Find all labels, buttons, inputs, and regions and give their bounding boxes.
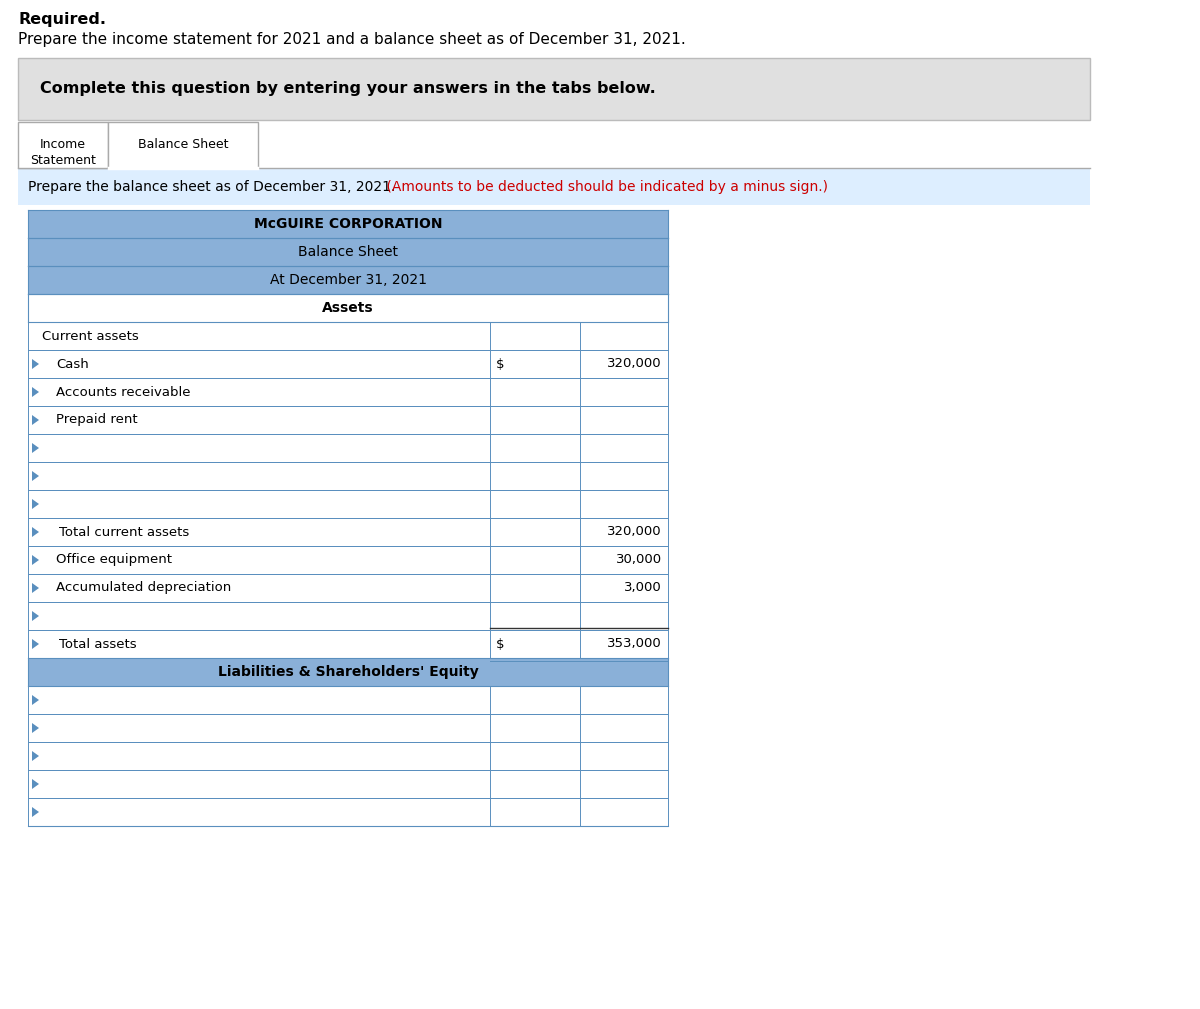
Bar (28, 490, 668, 518)
Polygon shape (32, 695, 38, 705)
Polygon shape (32, 443, 38, 453)
Bar (28, 322, 668, 350)
Bar (18, 122, 108, 169)
Bar (28, 686, 668, 714)
Text: Current assets: Current assets (42, 330, 139, 342)
Bar (28, 658, 668, 686)
Bar (28, 238, 668, 266)
Polygon shape (32, 471, 38, 481)
Polygon shape (32, 639, 38, 649)
Bar (28, 350, 668, 378)
Bar (28, 294, 668, 322)
Polygon shape (32, 555, 38, 565)
Bar (28, 574, 668, 602)
Text: Balance Sheet: Balance Sheet (138, 138, 228, 151)
Polygon shape (32, 359, 38, 369)
Bar (28, 462, 668, 490)
Text: 320,000: 320,000 (607, 526, 662, 539)
Bar (28, 266, 668, 294)
Text: Balance Sheet: Balance Sheet (298, 245, 398, 259)
Bar (28, 714, 668, 742)
Bar (28, 378, 668, 406)
Polygon shape (32, 723, 38, 733)
Text: (Amounts to be deducted should be indicated by a minus sign.): (Amounts to be deducted should be indica… (382, 180, 828, 194)
Polygon shape (32, 751, 38, 761)
Bar (28, 798, 668, 826)
Polygon shape (32, 527, 38, 537)
Text: Statement: Statement (30, 153, 96, 166)
Bar (18, 58, 1090, 120)
Text: Assets: Assets (322, 301, 374, 315)
Polygon shape (32, 387, 38, 397)
Text: Total current assets: Total current assets (42, 526, 190, 539)
Text: 320,000: 320,000 (607, 357, 662, 370)
Text: $: $ (496, 638, 504, 651)
Bar (28, 518, 668, 546)
Text: Cash: Cash (56, 357, 89, 370)
Text: Prepare the balance sheet as of December 31, 2021.: Prepare the balance sheet as of December… (28, 180, 395, 194)
Polygon shape (32, 611, 38, 621)
Text: Liabilities & Shareholders' Equity: Liabilities & Shareholders' Equity (217, 665, 479, 679)
Text: 3,000: 3,000 (624, 581, 662, 594)
Text: Office equipment: Office equipment (56, 554, 172, 566)
Text: 30,000: 30,000 (616, 554, 662, 566)
Bar (28, 546, 668, 574)
Text: At December 31, 2021: At December 31, 2021 (270, 273, 426, 287)
Text: 353,000: 353,000 (607, 638, 662, 651)
Text: Prepaid rent: Prepaid rent (56, 414, 138, 427)
Text: Prepare the income statement for 2021 and a balance sheet as of December 31, 202: Prepare the income statement for 2021 an… (18, 32, 685, 47)
Polygon shape (32, 499, 38, 509)
Bar (28, 742, 668, 770)
Text: Required.: Required. (18, 12, 106, 27)
Polygon shape (32, 583, 38, 593)
Polygon shape (32, 415, 38, 425)
Text: Income: Income (40, 138, 86, 151)
Bar (28, 602, 668, 630)
Text: Complete this question by entering your answers in the tabs below.: Complete this question by entering your … (40, 82, 655, 97)
Bar (18, 169, 1090, 205)
Text: Total assets: Total assets (42, 638, 137, 651)
Bar (108, 122, 258, 169)
Bar (28, 406, 668, 434)
Text: Accounts receivable: Accounts receivable (56, 385, 191, 399)
Bar (28, 210, 668, 238)
Bar (28, 630, 668, 658)
Bar (28, 434, 668, 462)
Text: Accumulated depreciation: Accumulated depreciation (56, 581, 232, 594)
Text: $: $ (496, 357, 504, 370)
Bar (28, 770, 668, 798)
Polygon shape (32, 807, 38, 817)
Text: McGUIRE CORPORATION: McGUIRE CORPORATION (253, 217, 443, 231)
Polygon shape (32, 779, 38, 789)
